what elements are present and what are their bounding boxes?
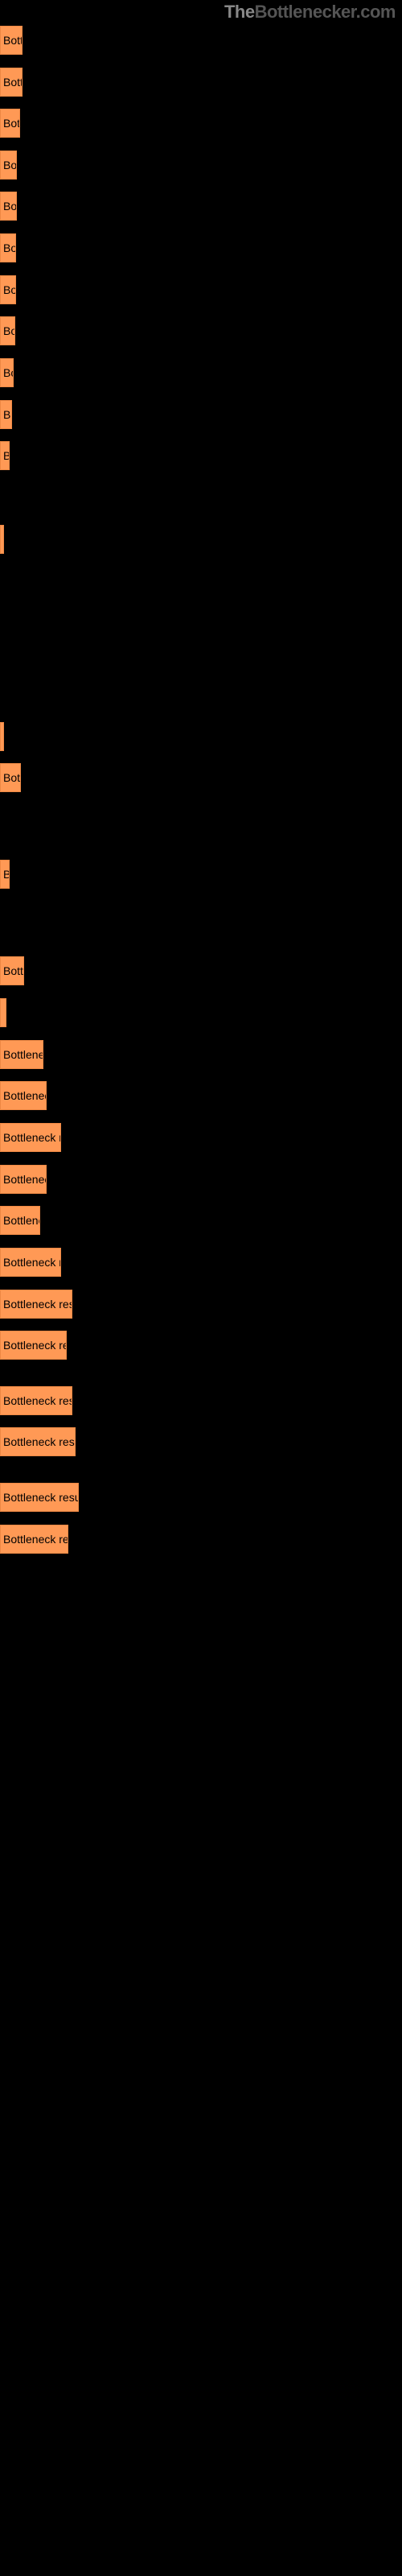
bar-label: Bo: [3, 200, 17, 213]
bar-row: Bottleneck: [0, 1081, 47, 1110]
chart-bar: B: [0, 400, 12, 429]
chart-bar: B: [0, 441, 10, 470]
chart-bar: Bottleneck re: [0, 1525, 68, 1554]
bar-label: Bo: [3, 324, 15, 337]
bar-row: Bo: [0, 275, 16, 304]
chart-bar: Bo: [0, 151, 17, 180]
bar-row: Bottlene: [0, 1206, 40, 1235]
chart-bar: Bott: [0, 68, 23, 97]
chart-bar: Bottleneck resu: [0, 1483, 79, 1512]
bar-label: Bottleneck resu: [3, 1491, 79, 1504]
bar-row: Bottleneck res: [0, 1290, 72, 1319]
bar-row: Bottl: [0, 26, 23, 55]
branding-text: TheBottlenecker.com: [224, 2, 396, 23]
bar-row: Bottleneck: [0, 1165, 47, 1194]
bar-row: Bo: [0, 358, 14, 387]
chart-bar: Bottleneck res: [0, 1386, 72, 1415]
bar-label: Bo: [3, 159, 17, 171]
chart-bar: Bottlenec: [0, 1040, 43, 1069]
bar-row: Bottlenec: [0, 1040, 43, 1069]
bar-row: B: [0, 860, 10, 889]
chart-bar: [0, 525, 4, 554]
bar-label: B: [3, 868, 10, 881]
branding-com: .com: [356, 2, 396, 22]
bar-label: Bottl: [3, 34, 23, 47]
bar-row: Bottleneck r: [0, 1248, 61, 1277]
bar-row: [0, 998, 6, 1027]
chart-bar: Bo: [0, 275, 16, 304]
chart-bar: Bottleneck: [0, 1165, 47, 1194]
bar-row: Bo: [0, 233, 16, 262]
bar-row: Bottleneck r: [0, 1123, 61, 1152]
chart-bar: Bo: [0, 358, 14, 387]
bar-label: Bottleneck res: [3, 1298, 72, 1311]
bar-label: Bot: [3, 117, 20, 130]
bar-row: Bo: [0, 192, 17, 221]
bar-label: Bottleneck re: [3, 1533, 68, 1546]
bar-row: B: [0, 441, 10, 470]
bar-label: Bo: [3, 366, 14, 379]
bar-row: Bo: [0, 151, 17, 180]
bar-label: Bottleneck res: [3, 1394, 72, 1407]
bar-label: Bo: [3, 283, 16, 296]
bar-row: [0, 525, 4, 554]
bar-row: Bottleneck res: [0, 1386, 72, 1415]
bar-label: Bo: [3, 242, 16, 254]
bar-row: Bottleneck re: [0, 1331, 67, 1360]
chart-bar: Bo: [0, 192, 17, 221]
chart-bar: Bo: [0, 233, 16, 262]
bar-label: Bottl: [3, 964, 24, 977]
bar-label: Bottleneck resu: [3, 1435, 76, 1448]
chart-bar: Bottleneck r: [0, 1248, 61, 1277]
bar-row: Bo: [0, 316, 15, 345]
chart-bar: Bottleneck: [0, 1081, 47, 1110]
chart-bar: [0, 998, 6, 1027]
bar-label: Bot: [3, 771, 20, 784]
bar-label: Bottleneck r: [3, 1131, 61, 1144]
chart-bar: [0, 722, 4, 751]
bar-label: Bottlene: [3, 1214, 40, 1227]
branding-bottlenecker: Bottlenecker: [255, 2, 356, 22]
bar-row: Bot: [0, 763, 21, 792]
bottleneck-chart: Bottl Bott Bot Bo Bo Bo Bo Bo Bo B B Bot B Bottl Bottl…: [0, 24, 402, 2576]
bar-label: Bottlenec: [3, 1048, 43, 1061]
chart-bar: B: [0, 860, 10, 889]
bar-row: [0, 722, 2, 751]
chart-bar: Bottleneck re: [0, 1331, 67, 1360]
bar-label: Bottleneck re: [3, 1339, 67, 1352]
bar-row: Bottl: [0, 956, 24, 985]
bar-label: B: [3, 408, 10, 421]
bar-row: Bottleneck re: [0, 1525, 68, 1554]
chart-bar: Bottlene: [0, 1206, 40, 1235]
chart-bar: Bottleneck r: [0, 1123, 61, 1152]
bar-label: Bottleneck: [3, 1173, 47, 1186]
bar-row: B: [0, 400, 12, 429]
chart-bar: Bo: [0, 316, 15, 345]
chart-bar: Bot: [0, 109, 20, 138]
bar-label: Bottleneck: [3, 1089, 47, 1102]
bar-row: Bottleneck resu: [0, 1427, 76, 1456]
branding-the: The: [224, 2, 255, 22]
chart-bar: Bot: [0, 763, 21, 792]
bar-label: Bott: [3, 76, 23, 89]
bar-label: Bottleneck r: [3, 1256, 61, 1269]
bar-row: Bot: [0, 109, 20, 138]
chart-bar: Bottleneck res: [0, 1290, 72, 1319]
chart-bar: Bottl: [0, 956, 24, 985]
bar-label: B: [3, 449, 10, 462]
chart-bar: Bottl: [0, 26, 23, 55]
chart-bar: Bottleneck resu: [0, 1427, 76, 1456]
bar-row: Bott: [0, 68, 23, 97]
bar-row: Bottleneck resu: [0, 1483, 79, 1512]
